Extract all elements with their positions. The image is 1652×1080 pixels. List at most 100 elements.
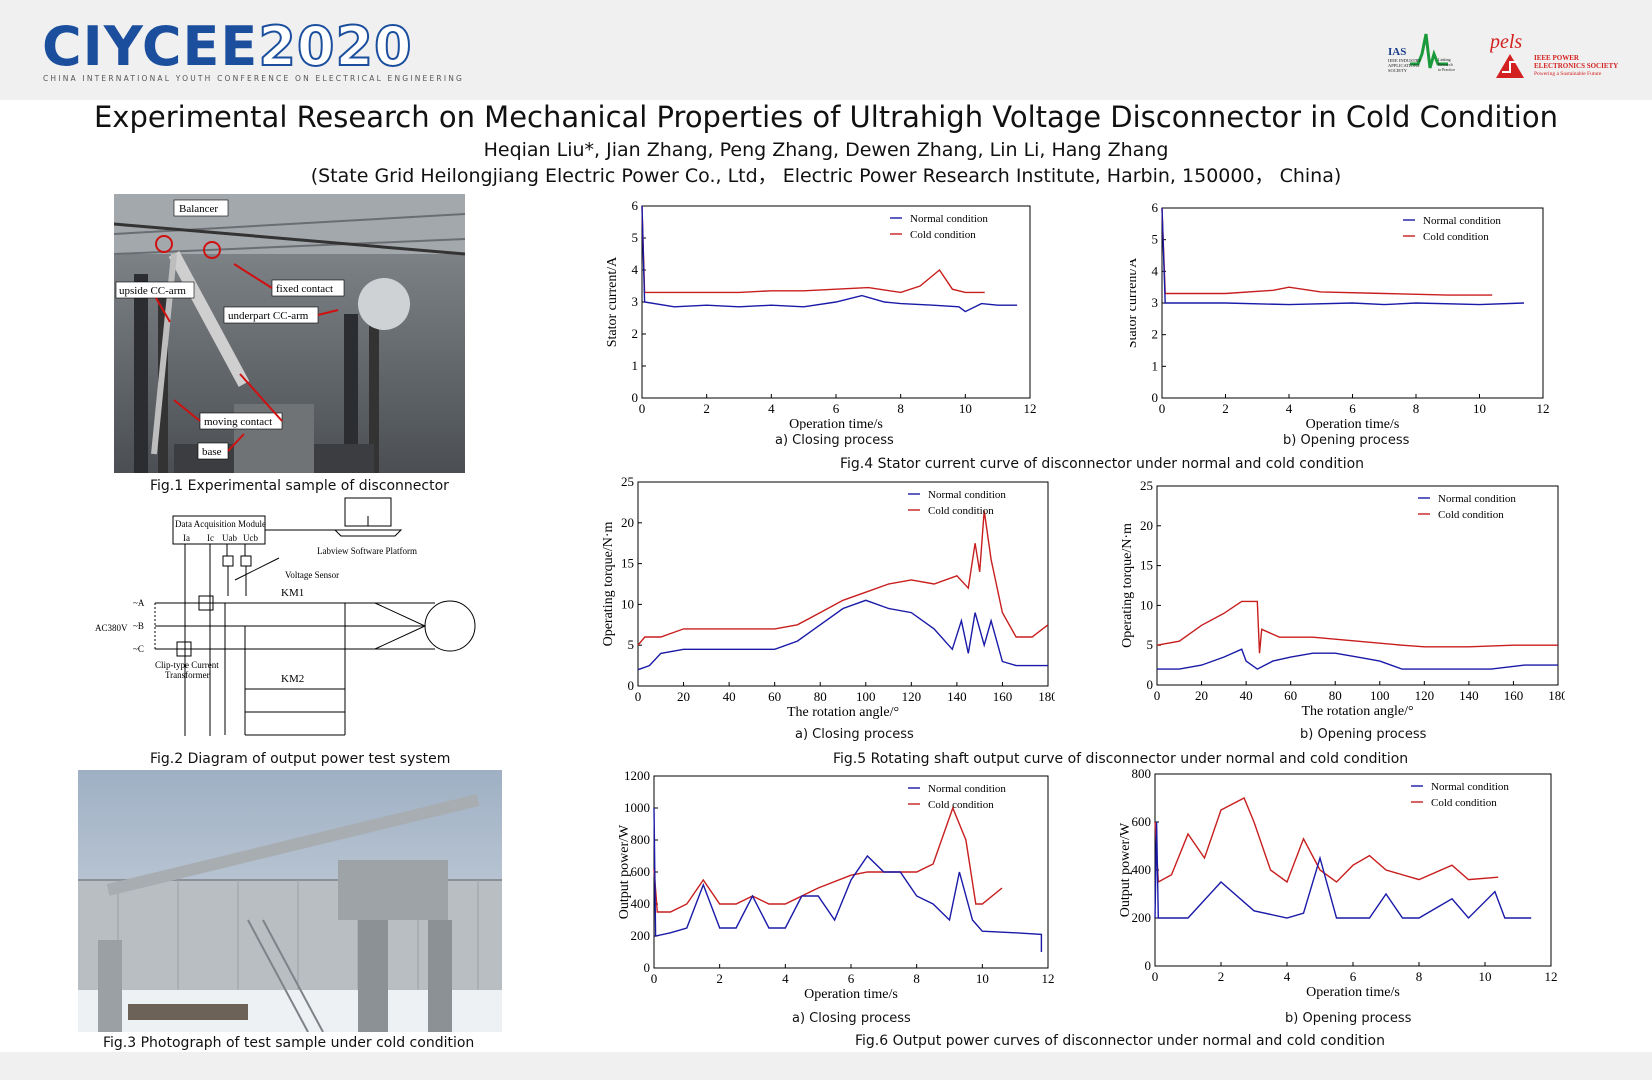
svg-text:AC380V: AC380V [95, 623, 128, 633]
plot-frame [637, 481, 1049, 687]
fig5a-subcaption: a) Closing process [795, 727, 914, 742]
svg-text:Ucb: Ucb [243, 533, 258, 543]
x-tick-label: 4 [768, 401, 775, 416]
y-tick-label: 0 [1152, 390, 1159, 405]
y-tick-label: 400 [1132, 862, 1152, 877]
fig1-photo: Balancer upside CC-arm fixed contact und… [114, 194, 465, 473]
y-tick-label: 20 [621, 515, 634, 530]
series-line-cold [1161, 207, 1493, 296]
x-tick-label: 0 [635, 689, 642, 704]
svg-text:ELECTRONICS SOCIETY: ELECTRONICS SOCIETY [1534, 62, 1618, 70]
footer-band [0, 1052, 1652, 1080]
fig5a-chart: 0 20 40 60 80 100 120 140 160 180 0 5 10 15 20 25 The ro… [601, 476, 1055, 720]
fig1-label-fixed-contact: fixed contact [276, 283, 333, 295]
y-tick-label: 600 [1132, 814, 1152, 829]
fig5b-subcaption: b) Opening process [1300, 727, 1427, 742]
svg-text:Clip-type Current: Clip-type Current [155, 660, 219, 670]
conference-logo: CIYCEE2020 [42, 19, 413, 75]
x-tick-label: 6 [833, 401, 840, 416]
x-tick-label: 6 [848, 971, 855, 986]
x-tick-label: 10 [1473, 401, 1486, 416]
ias-text: IAS [1388, 46, 1406, 58]
x-tick-label: 20 [1195, 688, 1208, 703]
x-tick-label: 60 [768, 689, 781, 704]
x-axis-label: Operation time/s [789, 417, 883, 430]
x-tick-label: 0 [1159, 401, 1166, 416]
y-tick-label: 1000 [624, 800, 650, 815]
logo-main-text: CIYCEE [42, 15, 259, 78]
legend-label: Cold condition [1438, 509, 1504, 521]
svg-text:APPLICATIONS: APPLICATIONS [1388, 63, 1420, 68]
fig6a-subcaption: a) Closing process [792, 1011, 911, 1026]
y-tick-label: 1200 [624, 770, 650, 783]
fig6-caption: Fig.6 Output power curves of disconnecto… [855, 1033, 1385, 1049]
y-tick-label: 200 [1132, 910, 1152, 925]
fig5b-chart: 0 20 40 60 80 100 120 140 160 180 0 5 10 15 20 25 The ro… [1120, 480, 1565, 719]
y-tick-label: 2 [632, 326, 639, 341]
series-line-normal [653, 807, 1043, 952]
y-tick-label: 25 [1140, 480, 1153, 493]
plot-frame [653, 775, 1049, 969]
x-tick-label: 80 [814, 689, 827, 704]
x-tick-label: 2 [703, 401, 710, 416]
y-axis-label: Output power/W [617, 824, 632, 919]
y-tick-label: 25 [621, 476, 634, 489]
x-tick-label: 0 [1152, 969, 1159, 984]
series-line-cold [1156, 600, 1558, 654]
poster-affiliation: (State Grid Heilongjiang Electric Power … [310, 165, 1342, 187]
x-tick-label: 8 [913, 971, 920, 986]
x-tick-label: 12 [1537, 401, 1550, 416]
pels-text: pels [1490, 31, 1522, 53]
logo-subtitle: CHINA INTERNATIONAL YOUTH CONFERENCE ON … [43, 74, 465, 83]
x-tick-label: 120 [1415, 688, 1435, 703]
y-tick-label: 200 [631, 928, 651, 943]
fig3-photo [78, 770, 502, 1032]
fig4-caption: Fig.4 Stator current curve of disconnect… [840, 456, 1365, 472]
svg-text:to Practice: to Practice [1438, 67, 1455, 72]
x-axis-label: Operation time/s [1306, 985, 1400, 1000]
y-axis-label: Stator current/A [1130, 257, 1140, 348]
series-line-normal [641, 205, 1018, 313]
fig1-label-balancer: Balancer [179, 203, 218, 215]
x-axis-label: Operation time/s [1306, 417, 1400, 430]
y-tick-label: 0 [644, 960, 651, 975]
x-tick-label: 10 [959, 401, 972, 416]
svg-text:~B: ~B [133, 621, 144, 631]
y-tick-label: 400 [631, 896, 651, 911]
fig6a-chart: 0 2 4 6 8 10 12 0 200 400 600 800 1000 1200 Operation … [617, 770, 1055, 1002]
y-tick-label: 15 [1140, 558, 1153, 573]
x-tick-label: 140 [947, 689, 967, 704]
y-tick-label: 0 [1147, 677, 1154, 692]
legend-label: Normal condition [1423, 215, 1501, 227]
fig2-diagram: Data Acquisition Module Ia Ic Uab Ucb La… [95, 497, 476, 736]
series-line-cold [637, 510, 1049, 646]
svg-text:Ia: Ia [183, 533, 190, 543]
legend-label: Normal condition [910, 213, 988, 225]
series-line-normal [637, 599, 1048, 671]
fig6b-chart: 0 2 4 6 8 10 12 0 200 400 600 800 Operation time/s Ou… [1118, 768, 1558, 1000]
svg-text:Ic: Ic [207, 533, 214, 543]
x-tick-label: 160 [993, 689, 1013, 704]
x-tick-label: 40 [723, 689, 736, 704]
x-tick-label: 8 [1413, 401, 1420, 416]
x-tick-label: 4 [1286, 401, 1293, 416]
poster-title: Experimental Research on Mechanical Prop… [93, 100, 1558, 134]
x-tick-label: 80 [1329, 688, 1342, 703]
y-tick-label: 5 [1152, 232, 1159, 247]
legend-label: Cold condition [910, 229, 976, 241]
y-tick-label: 6 [1152, 200, 1159, 215]
fig2-labview-label: Labview Software Platform [317, 546, 417, 556]
x-tick-label: 12 [1024, 401, 1037, 416]
fig2-daq-label: Data Acquisition Module [175, 519, 266, 529]
x-tick-label: 8 [897, 401, 904, 416]
y-tick-label: 20 [1140, 518, 1153, 533]
x-tick-label: 10 [1479, 969, 1492, 984]
x-tick-label: 2 [716, 971, 723, 986]
x-axis-label: The rotation angle/° [1301, 704, 1413, 719]
x-tick-label: 120 [902, 689, 922, 704]
svg-text:KM2: KM2 [281, 673, 304, 685]
y-axis-label: Stator current/A [605, 256, 620, 347]
y-tick-label: 2 [1152, 327, 1159, 342]
y-tick-label: 10 [1140, 597, 1153, 612]
x-tick-label: 100 [1370, 688, 1390, 703]
